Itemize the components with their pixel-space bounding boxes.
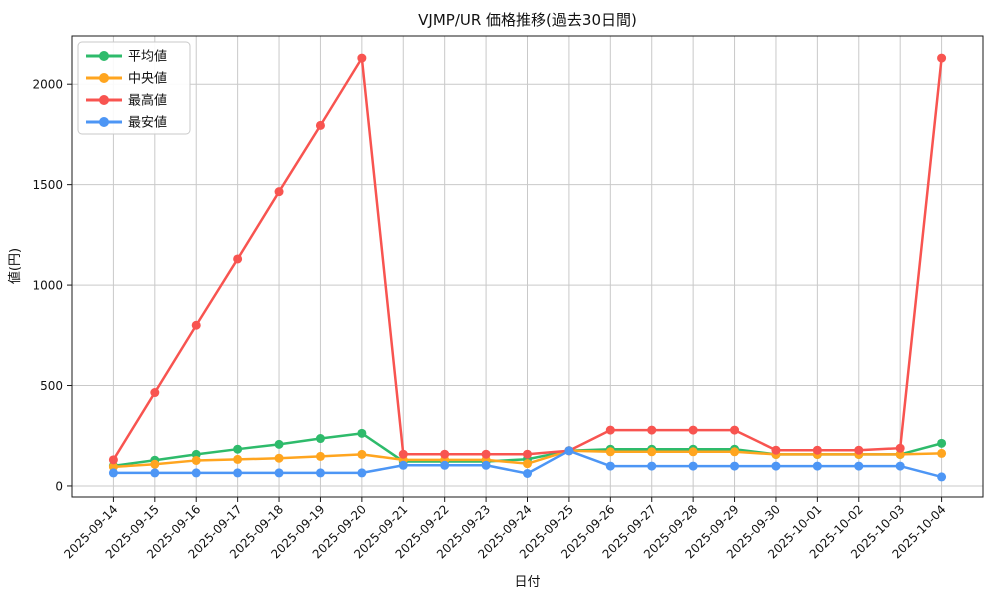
data-point bbox=[895, 443, 905, 453]
data-point bbox=[398, 460, 408, 470]
data-point bbox=[357, 428, 367, 438]
chart-title: VJMP/UR 価格推移(過去30日間) bbox=[418, 11, 637, 29]
data-point bbox=[688, 425, 698, 435]
data-point bbox=[191, 455, 201, 465]
legend-item-中央値: 中央値 bbox=[86, 71, 167, 87]
data-point bbox=[605, 425, 615, 435]
data-point bbox=[150, 388, 160, 398]
data-point bbox=[812, 461, 822, 471]
data-point bbox=[315, 451, 325, 461]
data-point bbox=[440, 449, 450, 459]
data-point bbox=[647, 447, 657, 457]
data-point bbox=[730, 461, 740, 471]
y-tick-label: 2000 bbox=[32, 78, 63, 92]
data-point bbox=[812, 445, 822, 455]
data-point bbox=[233, 468, 243, 478]
data-series bbox=[108, 53, 947, 482]
data-point bbox=[523, 449, 532, 459]
data-point bbox=[274, 468, 284, 478]
data-point bbox=[895, 449, 905, 459]
data-point bbox=[771, 445, 781, 455]
data-point bbox=[274, 453, 284, 463]
legend-label: 最高値 bbox=[128, 93, 167, 109]
data-point bbox=[481, 460, 491, 470]
data-point bbox=[937, 53, 947, 63]
data-point bbox=[647, 425, 657, 435]
data-point bbox=[481, 449, 491, 459]
data-point bbox=[895, 461, 905, 471]
y-tick-label: 0 bbox=[55, 479, 63, 493]
data-point bbox=[605, 447, 615, 457]
data-point bbox=[233, 444, 243, 454]
legend-item-最安値: 最安値 bbox=[86, 115, 167, 131]
data-point bbox=[523, 468, 532, 478]
series-最安値 bbox=[108, 446, 947, 482]
data-point bbox=[688, 461, 698, 471]
data-point bbox=[564, 446, 574, 456]
data-point bbox=[854, 445, 864, 455]
data-point bbox=[191, 468, 201, 478]
data-point bbox=[647, 461, 657, 471]
data-point bbox=[150, 468, 160, 478]
data-point bbox=[937, 472, 947, 482]
data-point bbox=[440, 460, 450, 470]
legend-item-最高値: 最高値 bbox=[86, 93, 167, 109]
data-point bbox=[108, 468, 118, 478]
y-tick-label: 1500 bbox=[32, 178, 63, 192]
data-point bbox=[274, 187, 284, 197]
legend-item-平均値: 平均値 bbox=[86, 49, 167, 65]
legend-marker-dot bbox=[99, 51, 109, 61]
data-point bbox=[191, 320, 201, 330]
data-point bbox=[233, 254, 243, 264]
data-point bbox=[937, 448, 947, 458]
data-point bbox=[937, 438, 947, 448]
data-point bbox=[523, 459, 532, 469]
data-point bbox=[233, 454, 243, 464]
data-point bbox=[398, 449, 408, 459]
legend-marker-dot bbox=[99, 73, 109, 83]
data-point bbox=[730, 425, 740, 435]
data-point bbox=[605, 461, 615, 471]
data-point bbox=[315, 434, 325, 444]
data-point bbox=[357, 449, 367, 459]
legend-box bbox=[77, 41, 191, 135]
y-axis-label: 値(円) bbox=[7, 248, 23, 284]
data-point bbox=[315, 120, 325, 130]
x-axis-label: 日付 bbox=[514, 575, 540, 590]
data-point bbox=[854, 461, 864, 471]
y-tick-label: 1000 bbox=[32, 279, 63, 293]
data-point bbox=[274, 439, 284, 449]
data-point bbox=[730, 447, 740, 457]
data-point bbox=[357, 468, 367, 478]
legend-marker-dot bbox=[99, 95, 109, 105]
legend-label: 最安値 bbox=[128, 115, 167, 131]
data-point bbox=[771, 461, 781, 471]
grid-lines bbox=[72, 36, 983, 497]
data-point bbox=[150, 459, 160, 469]
data-point bbox=[357, 53, 367, 63]
data-point bbox=[315, 468, 325, 478]
y-tick-label: 500 bbox=[40, 379, 63, 393]
legend-label: 平均値 bbox=[128, 49, 167, 65]
data-point bbox=[108, 455, 118, 465]
legend-label: 中央値 bbox=[128, 71, 167, 87]
legend-marker-dot bbox=[99, 117, 109, 127]
data-point bbox=[688, 447, 698, 457]
